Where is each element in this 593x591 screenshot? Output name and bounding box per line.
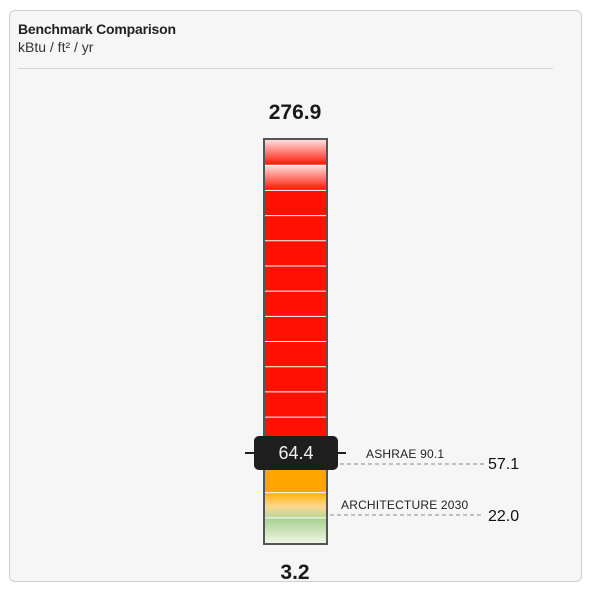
gauge-segment [265, 140, 326, 165]
gauge-segment [265, 241, 326, 266]
gauge-segment [265, 467, 326, 492]
benchmark-architecture2030-value: 22.0 [488, 508, 519, 526]
gauge-segment [265, 493, 326, 518]
benchmark-ashrae-value: 57.1 [488, 456, 519, 474]
gauge-segment [265, 316, 326, 341]
gauge-segment [265, 216, 326, 241]
gauge-segment [265, 291, 326, 316]
benchmark-ashrae-name: ASHRAE 90.1 [366, 447, 444, 461]
scale-min-label: 3.2 [235, 561, 355, 585]
gauge-segment [265, 518, 326, 543]
current-value-marker[interactable]: 64.4 [254, 436, 338, 470]
benchmark-architecture2030-name: ARCHITECTURE 2030 [341, 498, 468, 512]
gauge-segment [265, 367, 326, 392]
gauge-segment [265, 266, 326, 291]
gauge-segment [265, 190, 326, 215]
gauge-segment [265, 392, 326, 417]
gauge-segment [265, 342, 326, 367]
gauge-segment [265, 165, 326, 190]
